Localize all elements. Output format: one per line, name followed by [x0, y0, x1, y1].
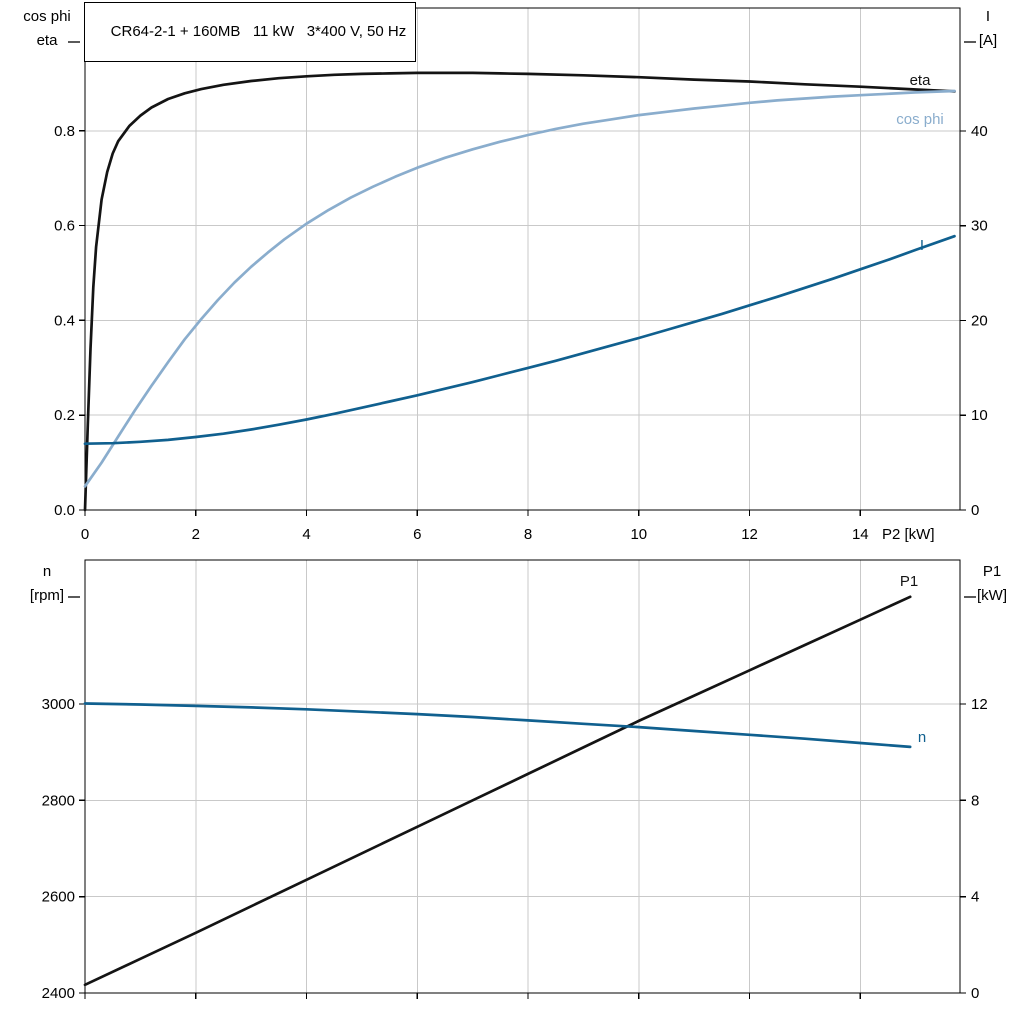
plot-border — [84, 559, 961, 994]
x-tick-label: 0 — [81, 526, 89, 543]
y-axis-right-title: [kW] — [977, 587, 1007, 604]
y-left-tick-label: 2600 — [42, 889, 75, 906]
p1-curve-label: P1 — [900, 573, 918, 590]
y-left-tick-label: 2800 — [42, 792, 75, 809]
x-tick-label: 14 — [852, 526, 869, 543]
y-axis-left-title: [rpm] — [30, 587, 64, 604]
y-right-tick-label: 10 — [971, 407, 988, 424]
y-left-tick-label: 0.6 — [54, 218, 75, 235]
n-curve — [83, 702, 912, 749]
x-tick-label: 2 — [192, 526, 200, 543]
chart-title: CR64-2-1 + 160MB 11 kW 3*400 V, 50 Hz — [110, 23, 407, 40]
y-right-tick-label: 20 — [971, 312, 988, 329]
y-axis-right-title: I — [986, 8, 990, 25]
y-right-tick-label: 0 — [971, 985, 979, 1002]
y-left-tick-label: 0.8 — [54, 123, 75, 140]
eta-curve — [83, 71, 956, 512]
y-left-tick-label: 0.0 — [54, 502, 75, 519]
motor-efficiency-chart: 0 2 4 6 8 10 12 14 0.0 0.2 0.4 0.6 0.8 0 10 20 30 40 eta co… — [23, 7, 997, 543]
y-left-tick-label: 0.4 — [54, 312, 75, 329]
y-axis-left-title: cos phi — [23, 8, 71, 25]
y-axis-right-title: [A] — [979, 32, 997, 49]
eta-curve-label: eta — [910, 72, 932, 89]
y-right-tick-label: 40 — [971, 123, 988, 140]
plot-border — [84, 7, 961, 511]
y-right-tick-label: 30 — [971, 218, 988, 235]
y-right-tick-label: 0 — [971, 502, 979, 519]
x-tick-label: 6 — [413, 526, 421, 543]
x-tick-label: 4 — [302, 526, 310, 543]
i-curve-label: I — [920, 237, 924, 254]
cos-phi-curve — [83, 89, 956, 488]
y-left-tick-label: 0.2 — [54, 407, 75, 424]
cos-phi-curve-label: cos phi — [896, 111, 944, 128]
y-axis-left-title: n — [43, 563, 51, 580]
speed-power-chart: 2400 2600 2800 3000 0 4 8 12 P1 n n [rpm] P1 [kW] — [30, 559, 1007, 1002]
y-right-tick-label: 4 — [971, 889, 979, 906]
x-tick-label: 8 — [524, 526, 532, 543]
x-tick-label: 10 — [630, 526, 647, 543]
chart-title-box: CR64-2-1 + 160MB 11 kW 3*400 V, 50 Hz — [84, 2, 417, 62]
x-tick-label: 12 — [741, 526, 758, 543]
n-curve-label: n — [918, 729, 926, 746]
y-axis-left-title: eta — [37, 32, 59, 49]
i-curve — [83, 234, 956, 446]
y-right-tick-label: 8 — [971, 792, 979, 809]
y-left-tick-label: 2400 — [42, 985, 75, 1002]
p1-curve — [83, 595, 912, 987]
y-axis-right-title: P1 — [983, 563, 1001, 580]
y-left-tick-label: 3000 — [42, 696, 75, 713]
y-right-tick-label: 12 — [971, 696, 988, 713]
x-axis-title: P2 [kW] — [882, 526, 935, 543]
